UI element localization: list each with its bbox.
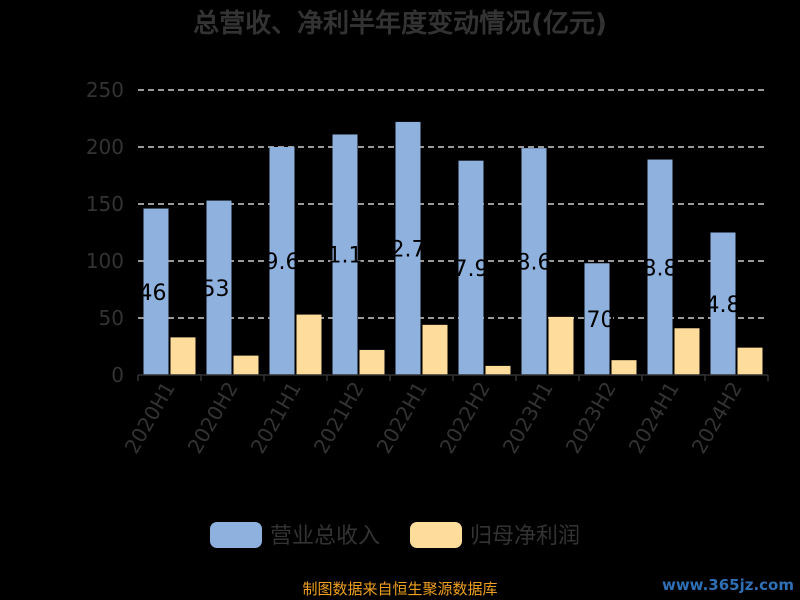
x-tick-label: 2023H1 (498, 378, 558, 458)
data-label: 1.1 (328, 244, 363, 269)
x-tick-label: 2021H1 (246, 378, 306, 458)
watermark-logo: www.365jz.com (661, 576, 794, 594)
y-tick-label: 50 (99, 306, 124, 330)
x-tick-label: 2024H2 (687, 378, 747, 458)
bar-net-profit (170, 337, 196, 375)
bar-net-profit (674, 328, 700, 375)
bar-revenue (584, 263, 610, 375)
data-label: 4.8 (706, 293, 741, 318)
bar-net-profit (548, 316, 574, 375)
legend-item[interactable]: 归母净利润 (410, 522, 580, 549)
bar-revenue (143, 208, 169, 375)
legend-item[interactable]: 营业总收入 (210, 522, 380, 549)
bar-revenue (206, 200, 232, 375)
bar-revenue (458, 160, 484, 375)
chart-title: 总营收、净利半年度变动情况(亿元) (193, 8, 607, 39)
bars (143, 121, 763, 375)
data-label: 53. (202, 277, 237, 302)
y-tick-label: 250 (86, 78, 124, 102)
data-label: 46. (139, 281, 174, 306)
bar-revenue (395, 121, 421, 375)
bar-revenue (521, 148, 547, 375)
data-label: 9.6 (265, 250, 300, 275)
bar-revenue (710, 232, 736, 375)
data-label: 8.6 (517, 251, 552, 276)
data-label: 2.7 (391, 237, 426, 262)
bar-net-profit (296, 314, 322, 375)
y-tick-label: 0 (111, 363, 124, 387)
y-tick-label: 200 (86, 135, 124, 159)
bar-revenue (647, 159, 673, 375)
source-caption: 制图数据来自恒生聚源数据库 (302, 580, 498, 598)
bar-net-profit (611, 360, 637, 375)
y-tick-label: 100 (86, 249, 124, 273)
x-tick-label: 2023H2 (561, 378, 621, 458)
y-tick-label: 150 (86, 192, 124, 216)
data-label: 8.8 (643, 256, 678, 281)
bar-net-profit (233, 355, 259, 375)
bar-net-profit (422, 324, 448, 375)
data-label: 7.9 (454, 257, 489, 282)
x-tick-label: 2020H1 (120, 378, 180, 458)
x-tick-label: 2021H2 (309, 378, 369, 458)
legend-swatch (210, 522, 262, 548)
legend-swatch (410, 522, 462, 548)
x-axis-ticks: 2020H1 2020H2 2021H1 2021H2 2022H1 2022H2 2023… (120, 378, 747, 458)
data-label: .70 (580, 308, 615, 333)
bar-revenue (269, 147, 295, 375)
x-tick-label: 2022H1 (372, 378, 432, 458)
bar-net-profit (359, 349, 385, 375)
x-tick-label: 2020H2 (183, 378, 243, 458)
data-labels: 46. 53. 9.6 1.1 2.7 7.9 8.6 .70 8.8 4.8 (139, 237, 741, 333)
legend-label: 归母净利润 (470, 524, 580, 549)
y-axis-ticks: 0 50 100 150 200 250 (86, 78, 124, 387)
bar-net-profit (737, 347, 763, 375)
x-axis (137, 374, 769, 381)
x-tick-label: 2022H2 (435, 378, 495, 458)
x-tick-label: 2024H1 (624, 378, 684, 458)
bar-net-profit (485, 365, 511, 375)
legend-label: 营业总收入 (270, 524, 380, 549)
legend[interactable]: 营业总收入 归母净利润 (210, 522, 580, 549)
bar-revenue (332, 134, 358, 375)
